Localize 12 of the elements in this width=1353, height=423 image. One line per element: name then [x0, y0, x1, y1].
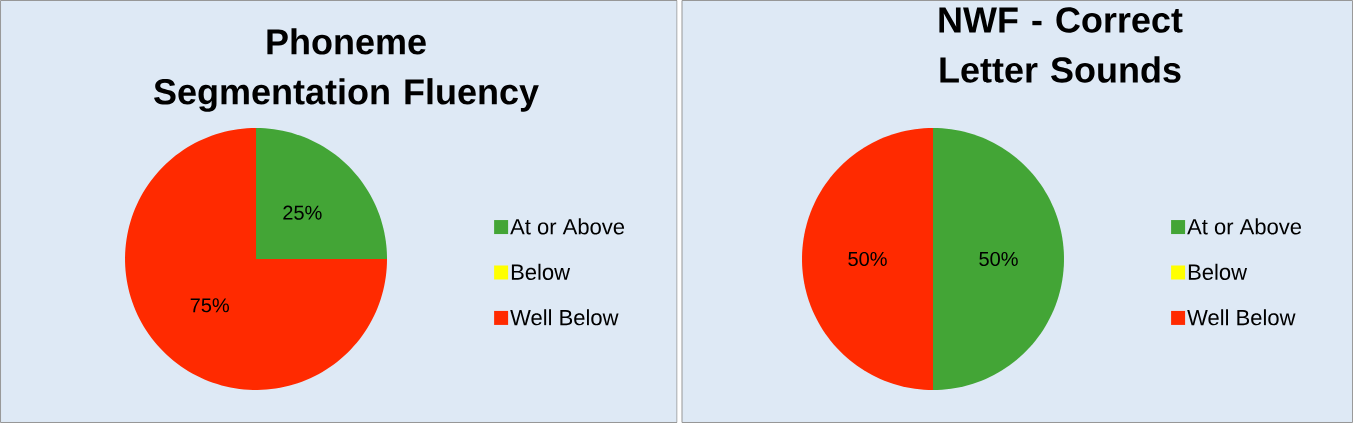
data-label: 50%	[848, 251, 887, 267]
data-label: 25%	[283, 205, 322, 220]
legend-label: At or Above	[1187, 218, 1302, 235]
chart-title: Phoneme Segmentation Fluency	[154, 28, 539, 112]
data-label: 75%	[190, 298, 229, 313]
data-label: 50%	[979, 251, 1018, 267]
legend-label: Well Below	[510, 309, 619, 326]
legend-label: Below	[511, 263, 571, 280]
chart-title: NWF - Correct Letter Sounds	[939, 7, 1183, 83]
legend-label: At or Above	[510, 218, 625, 235]
legend-label: Below	[1188, 263, 1248, 280]
legend-label: Well Below	[1187, 309, 1296, 326]
